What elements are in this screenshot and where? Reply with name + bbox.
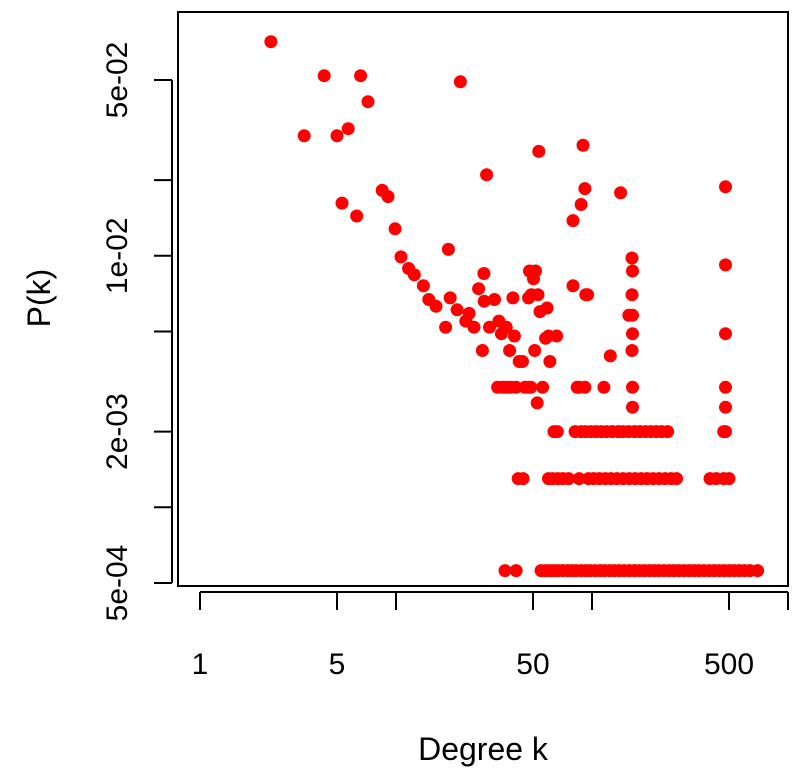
x-axis: 1 5 50 500 — [192, 591, 789, 681]
data-point — [626, 400, 639, 414]
data-point — [394, 250, 408, 264]
data-point — [480, 168, 494, 182]
data-point — [388, 222, 402, 236]
data-point — [670, 472, 683, 486]
data-point — [341, 122, 355, 136]
data-point — [661, 425, 675, 439]
data-point — [477, 267, 491, 280]
data-point — [330, 129, 344, 143]
data-point — [499, 320, 513, 334]
data-point — [719, 380, 732, 394]
data-point — [719, 425, 732, 439]
data-point — [572, 472, 586, 486]
data-point — [719, 180, 732, 194]
x-tick-label: 1 — [192, 648, 209, 681]
data-point — [540, 301, 554, 315]
data-point — [506, 291, 520, 305]
data-point — [516, 472, 530, 486]
data-point — [522, 291, 536, 305]
y-tick-label: 1e-02 — [101, 217, 134, 294]
data-point — [719, 258, 732, 272]
data-point — [614, 186, 628, 200]
data-point — [626, 380, 639, 394]
data-point — [361, 95, 375, 109]
y-tick-label: 5e-02 — [101, 42, 134, 119]
data-point — [509, 564, 523, 578]
data-point — [626, 327, 639, 341]
data-point — [429, 299, 443, 313]
data-point — [722, 472, 736, 486]
data-point — [578, 380, 592, 394]
data-point — [603, 349, 617, 363]
data-point — [574, 198, 588, 211]
data-point — [625, 288, 639, 302]
data-point — [528, 344, 542, 357]
data-point — [443, 291, 457, 305]
data-point — [626, 308, 639, 322]
data-point — [475, 344, 489, 357]
data-point — [441, 242, 455, 256]
data-point — [625, 344, 639, 357]
data-point — [416, 279, 430, 293]
data-point — [536, 380, 550, 394]
data-point — [483, 320, 496, 334]
data-point — [477, 294, 491, 308]
data-point — [350, 209, 364, 223]
x-tick-label: 50 — [516, 648, 549, 681]
data-point — [453, 75, 467, 89]
data-point — [335, 196, 349, 210]
data-point — [522, 380, 536, 394]
y-tick-label: 5e-04 — [101, 545, 134, 622]
data-point — [498, 564, 512, 578]
data-point — [450, 303, 464, 317]
data-point — [550, 329, 564, 343]
x-axis-title: Degree k — [418, 731, 549, 767]
data-point — [530, 396, 544, 410]
data-point — [439, 320, 453, 334]
data-point — [407, 268, 421, 282]
data-point — [488, 293, 501, 306]
data-point — [562, 472, 576, 486]
data-point — [566, 279, 580, 293]
data-point — [297, 129, 311, 143]
plot-frame — [177, 11, 789, 587]
data-point — [467, 320, 481, 334]
data-point — [719, 400, 732, 414]
y-axis-title: P(k) — [21, 269, 57, 328]
data-point — [566, 214, 580, 228]
data-point — [264, 35, 278, 49]
y-axis: 5e-02 1e-02 2e-03 5e-04 — [101, 42, 173, 622]
data-point — [527, 272, 540, 286]
data-point — [597, 380, 611, 394]
data-point — [507, 329, 521, 343]
data-point — [719, 327, 732, 341]
data-point — [317, 69, 331, 83]
data-point — [578, 182, 592, 196]
data-points — [264, 35, 765, 578]
data-point — [581, 288, 595, 302]
x-tick-label: 500 — [704, 648, 754, 681]
data-point — [381, 190, 395, 204]
data-point — [532, 144, 546, 158]
data-point — [576, 138, 590, 152]
data-point — [462, 306, 476, 320]
y-tick-label: 2e-03 — [101, 393, 134, 470]
x-tick-label: 5 — [329, 648, 346, 681]
data-point — [354, 69, 368, 83]
data-point — [626, 264, 639, 278]
data-point — [503, 344, 517, 357]
data-point — [516, 355, 529, 368]
data-point — [509, 380, 523, 394]
data-point — [550, 425, 564, 439]
data-point — [543, 355, 557, 368]
data-point — [751, 564, 765, 578]
data-point — [625, 251, 639, 265]
data-point — [472, 282, 486, 296]
